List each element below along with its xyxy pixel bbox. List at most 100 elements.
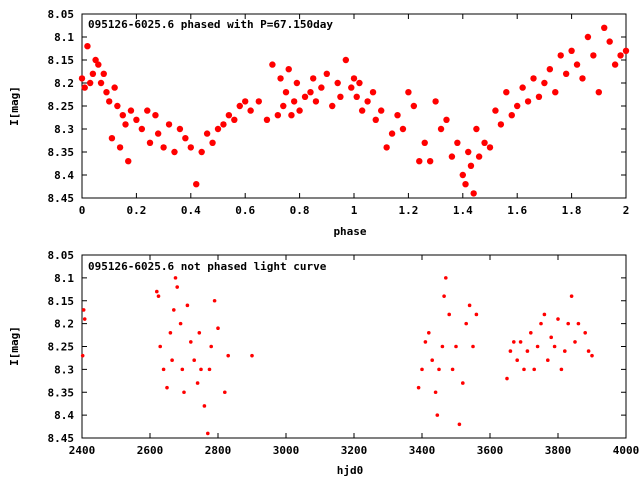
phased-data-point bbox=[318, 84, 325, 91]
unphased-data-point bbox=[209, 344, 213, 349]
unphased-xlabel: hjd0 bbox=[337, 464, 364, 477]
unphased-data-point bbox=[216, 326, 220, 331]
phased-data-point bbox=[242, 98, 249, 105]
unphased-data-point bbox=[532, 367, 536, 372]
phased-data-point bbox=[611, 61, 619, 68]
phased-data-point bbox=[552, 89, 559, 96]
phased-data-point bbox=[165, 121, 173, 128]
unphased-xtick-label: 3200 bbox=[341, 444, 368, 457]
unphased-data-point bbox=[168, 330, 173, 335]
phased-data-point bbox=[280, 102, 287, 110]
phased-data-point bbox=[467, 162, 475, 169]
phased-data-point bbox=[519, 84, 526, 91]
unphased-data-point bbox=[427, 330, 431, 335]
phased-data-point bbox=[369, 89, 377, 96]
phased-xtick-label: 0.4 bbox=[181, 204, 201, 217]
phased-data-point bbox=[448, 153, 456, 160]
phased-xlabel: phase bbox=[333, 225, 366, 238]
unphased-data-point bbox=[442, 294, 446, 298]
phased-data-point bbox=[220, 121, 227, 128]
phased-ytick-label: 8.1 bbox=[54, 31, 74, 44]
unphased-ytick-label: 8.2 bbox=[54, 318, 74, 331]
unphased-data-point bbox=[82, 317, 87, 321]
unphased-data-point bbox=[539, 321, 543, 326]
unphased-data-point bbox=[569, 294, 574, 298]
phased-ytick-label: 8.3 bbox=[54, 123, 74, 136]
phased-data-point bbox=[562, 70, 570, 78]
unphased-data-point bbox=[195, 381, 200, 385]
phased-data-point bbox=[152, 112, 159, 119]
unphased-xtick-label: 2600 bbox=[137, 444, 164, 457]
phased-data-point bbox=[269, 61, 276, 68]
unphased-data-point bbox=[206, 431, 210, 436]
unphased-ytick-label: 8.1 bbox=[54, 272, 74, 285]
phased-data-point bbox=[416, 158, 423, 165]
unphased-data-point bbox=[447, 312, 452, 317]
phased-panel: 095126-6025.6 phased with P=67.150day ph… bbox=[8, 8, 629, 238]
phased-data-point bbox=[133, 116, 140, 124]
unphased-data-point bbox=[552, 344, 557, 349]
phased-data-point bbox=[465, 148, 472, 156]
phased-data-point bbox=[154, 130, 162, 137]
unphased-data-point bbox=[250, 353, 254, 358]
phased-data-point bbox=[288, 112, 295, 119]
unphased-data-point bbox=[457, 422, 462, 427]
phased-data-point bbox=[399, 125, 407, 133]
phased-xtick-label: 0.6 bbox=[235, 204, 255, 217]
phased-data-point bbox=[342, 56, 350, 64]
unphased-data-point bbox=[525, 349, 530, 353]
unphased-data-point bbox=[435, 413, 440, 417]
phased-data-point bbox=[307, 89, 314, 96]
unphased-data-point bbox=[192, 358, 196, 363]
phased-data-point bbox=[119, 112, 127, 119]
phased-ytick-label: 8.45 bbox=[48, 192, 75, 205]
phased-data-point bbox=[475, 153, 483, 160]
phased-data-point bbox=[122, 121, 129, 128]
phased-data-point bbox=[182, 135, 189, 142]
unphased-data-point bbox=[440, 344, 445, 349]
unphased-data-point bbox=[172, 308, 176, 312]
unphased-data-point bbox=[156, 294, 161, 298]
unphased-data-point bbox=[170, 358, 174, 363]
unphased-data-point bbox=[450, 367, 455, 372]
phased-data-point bbox=[353, 93, 360, 101]
unphased-ytick-label: 8.45 bbox=[48, 432, 75, 445]
unphased-xtick-label: 2800 bbox=[205, 444, 232, 457]
unphased-data-point bbox=[178, 321, 183, 326]
unphased-panel: 095126-6025.6 not phased light curve hjd… bbox=[8, 249, 639, 477]
phased-data-point bbox=[296, 107, 303, 114]
phased-data-point bbox=[127, 107, 135, 114]
phased-data-point bbox=[81, 84, 88, 91]
phased-xtick-label: 1.4 bbox=[453, 204, 473, 217]
unphased-data-point bbox=[542, 312, 547, 317]
phased-data-point bbox=[274, 112, 282, 119]
unphased-data-point bbox=[535, 344, 540, 349]
unphased-data-point bbox=[590, 353, 594, 358]
phased-data-point bbox=[144, 107, 151, 114]
phased-data-point bbox=[95, 61, 102, 68]
phased-xtick-label: 1 bbox=[351, 204, 358, 217]
phased-data-point bbox=[535, 93, 543, 101]
phased-data-point bbox=[503, 89, 510, 96]
phased-data-point bbox=[462, 181, 469, 188]
phased-data-point bbox=[432, 98, 439, 105]
unphased-title: 095126-6025.6 not phased light curve bbox=[88, 260, 327, 273]
unphased-data-point bbox=[508, 349, 513, 353]
phased-data-point bbox=[378, 107, 385, 114]
unphased-data-point bbox=[158, 344, 162, 349]
phased-data-point bbox=[277, 75, 284, 82]
unphased-data-point bbox=[173, 276, 178, 280]
phased-data-point bbox=[108, 135, 116, 142]
phased-data-point bbox=[171, 148, 178, 156]
unphased-data-point bbox=[556, 317, 560, 321]
phased-data-point bbox=[356, 79, 363, 87]
phased-data-point bbox=[263, 116, 271, 124]
unphased-data-point bbox=[189, 340, 193, 344]
unphased-data-point bbox=[559, 367, 564, 372]
phased-xtick-label: 1.6 bbox=[507, 204, 527, 217]
phased-xtick-label: 0.2 bbox=[126, 204, 146, 217]
phased-data-point bbox=[92, 56, 99, 64]
phased-data-point bbox=[290, 98, 298, 105]
unphased-ytick-label: 8.25 bbox=[48, 341, 75, 354]
